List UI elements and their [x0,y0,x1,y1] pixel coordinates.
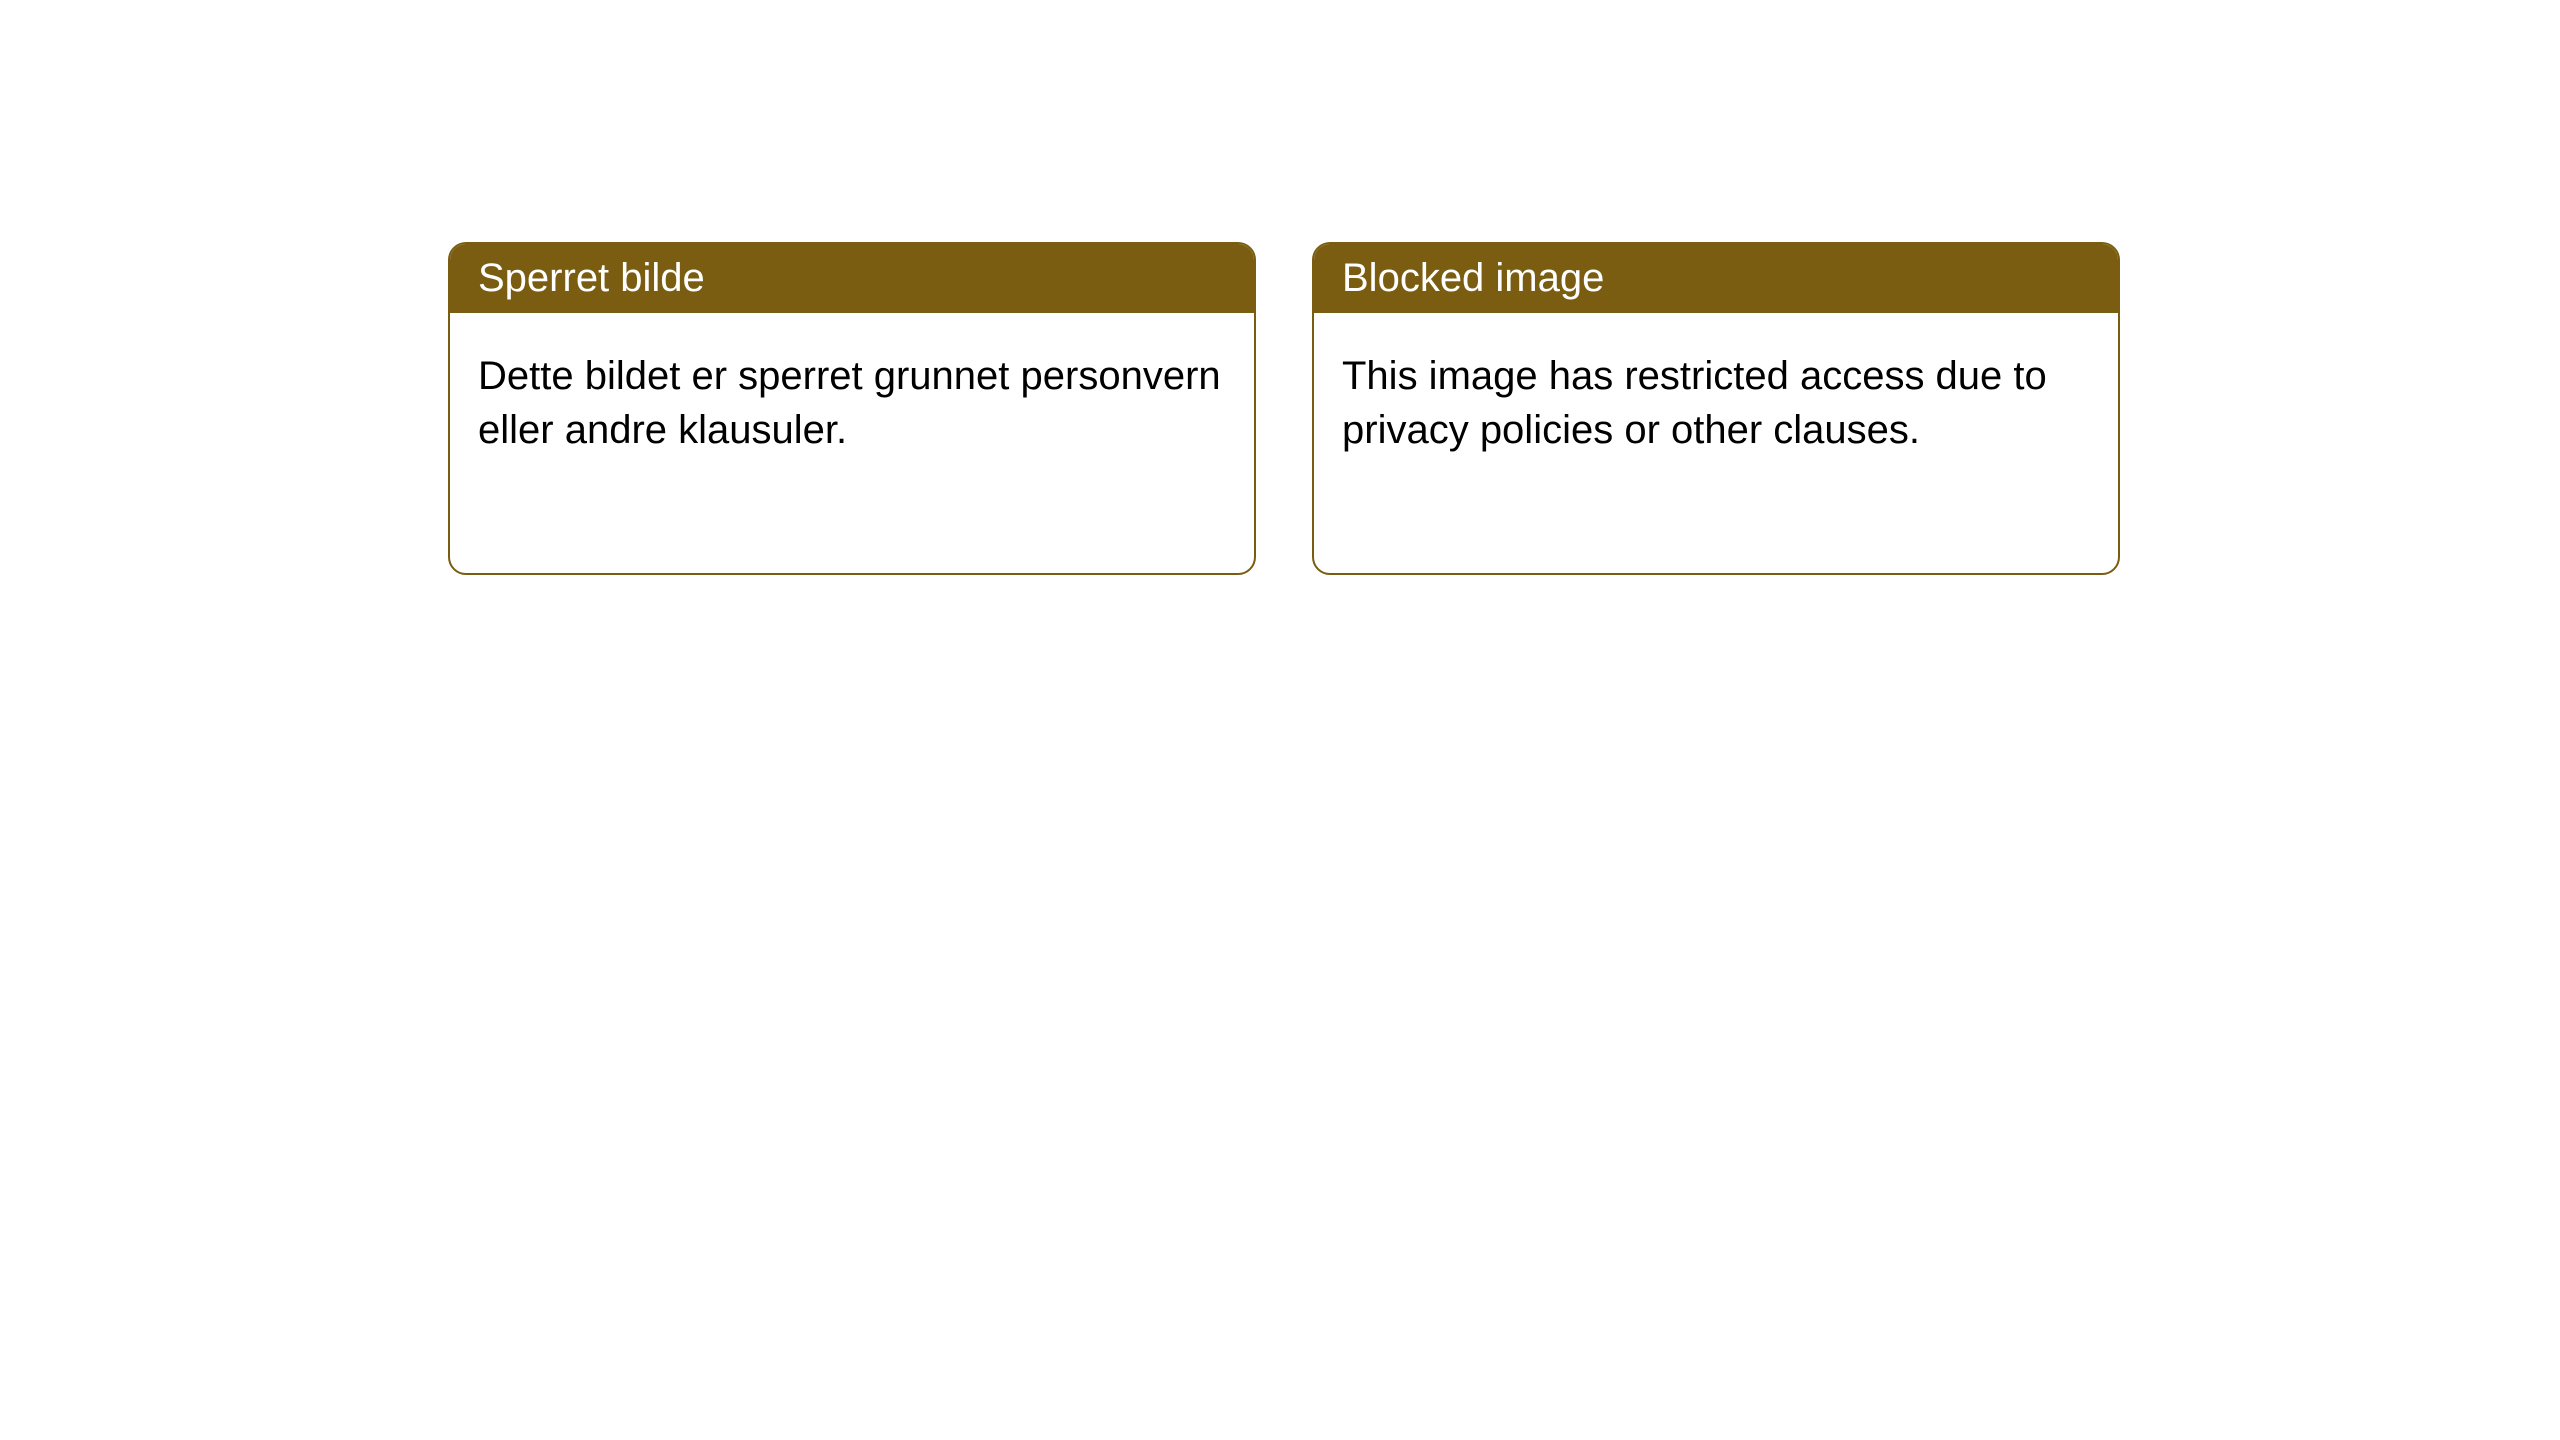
card-title: Blocked image [1342,256,1604,300]
card-title: Sperret bilde [478,256,705,300]
card-body: Dette bildet er sperret grunnet personve… [450,313,1254,573]
notice-container: Sperret bilde Dette bildet er sperret gr… [0,0,2560,575]
card-body-text: This image has restricted access due to … [1342,354,2047,452]
card-header: Blocked image [1314,244,2118,313]
card-header: Sperret bilde [450,244,1254,313]
card-body: This image has restricted access due to … [1314,313,2118,573]
notice-card-english: Blocked image This image has restricted … [1312,242,2120,575]
notice-card-norwegian: Sperret bilde Dette bildet er sperret gr… [448,242,1256,575]
card-body-text: Dette bildet er sperret grunnet personve… [478,354,1221,452]
